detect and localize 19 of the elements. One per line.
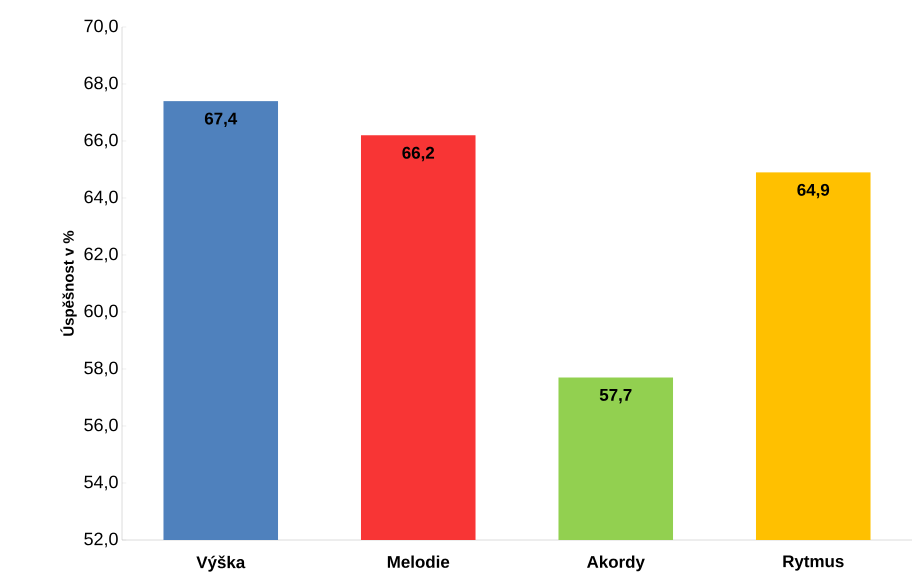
x-tick-label: Akordy <box>587 555 645 572</box>
y-tick-label: 66,0 <box>84 134 118 148</box>
y-tick-label: 56,0 <box>84 418 118 434</box>
y-tick-label: 52,0 <box>84 532 118 548</box>
data-label: 57,7 <box>600 389 632 404</box>
x-tick-label: Rytmus <box>783 555 844 571</box>
y-tick-label: 68,0 <box>84 76 118 92</box>
data-label: 67,4 <box>204 112 238 128</box>
data-label: 66,2 <box>402 146 434 162</box>
y-tick-label: 64,0 <box>84 190 118 206</box>
y-tick-label: 62,0 <box>84 248 118 262</box>
x-tick-label: Melodie <box>388 555 450 568</box>
y-tick-label: 54,0 <box>84 476 118 490</box>
y-tick-label: 60,0 <box>84 304 118 320</box>
y-axis-title: Úspěšnost v % <box>60 230 77 336</box>
data-label: 64,9 <box>797 184 830 198</box>
y-tick-label: 58,0 <box>84 362 118 376</box>
x-tick-label: Výška <box>196 555 246 572</box>
y-tick-label: 70,0 <box>84 20 118 34</box>
